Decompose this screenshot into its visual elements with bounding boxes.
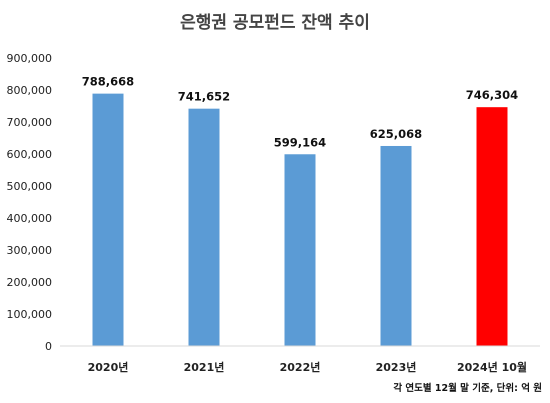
bars [92, 93, 508, 347]
y-tick-label: 900,000 [7, 52, 53, 65]
data-label: 746,304 [466, 88, 518, 102]
data-label: 625,068 [370, 127, 422, 141]
x-tick-label: 2021년 [184, 360, 225, 374]
x-tick-label: 2022년 [280, 360, 321, 374]
y-tick-label: 100,000 [7, 308, 53, 321]
data-label: 741,652 [178, 90, 230, 104]
x-tick-label: 2020년 [88, 360, 129, 374]
chart-note: 각 연도별 12월 말 기준, 단위: 억 원 [393, 382, 542, 394]
y-tick-label: 0 [45, 340, 52, 353]
bar [188, 108, 220, 346]
data-label: 788,668 [82, 75, 134, 89]
y-tick-label: 400,000 [7, 212, 53, 225]
x-tick-label: 2023년 [376, 360, 417, 374]
x-axis: 2020년 2021년 2022년 2023년 2024년 10월 [60, 345, 540, 374]
bar [92, 93, 124, 346]
y-axis: 0 100,000 200,000 300,000 400,000 500,000 600,… [7, 52, 53, 353]
x-tick-label: 2024년 10월 [457, 360, 527, 374]
y-tick-label: 200,000 [7, 276, 53, 289]
bar [380, 145, 412, 346]
y-tick-label: 500,000 [7, 180, 53, 193]
y-tick-label: 700,000 [7, 116, 53, 129]
y-tick-label: 300,000 [7, 244, 53, 257]
y-tick-label: 800,000 [7, 84, 53, 97]
chart-title: 은행권 공모펀드 잔액 추이 [180, 13, 370, 33]
bar [284, 154, 316, 346]
value-labels: 788,668 741,652 599,164 625,068 746,304 [82, 75, 518, 150]
data-label: 599,164 [274, 135, 326, 149]
y-tick-label: 600,000 [7, 148, 53, 161]
bar [476, 107, 508, 347]
